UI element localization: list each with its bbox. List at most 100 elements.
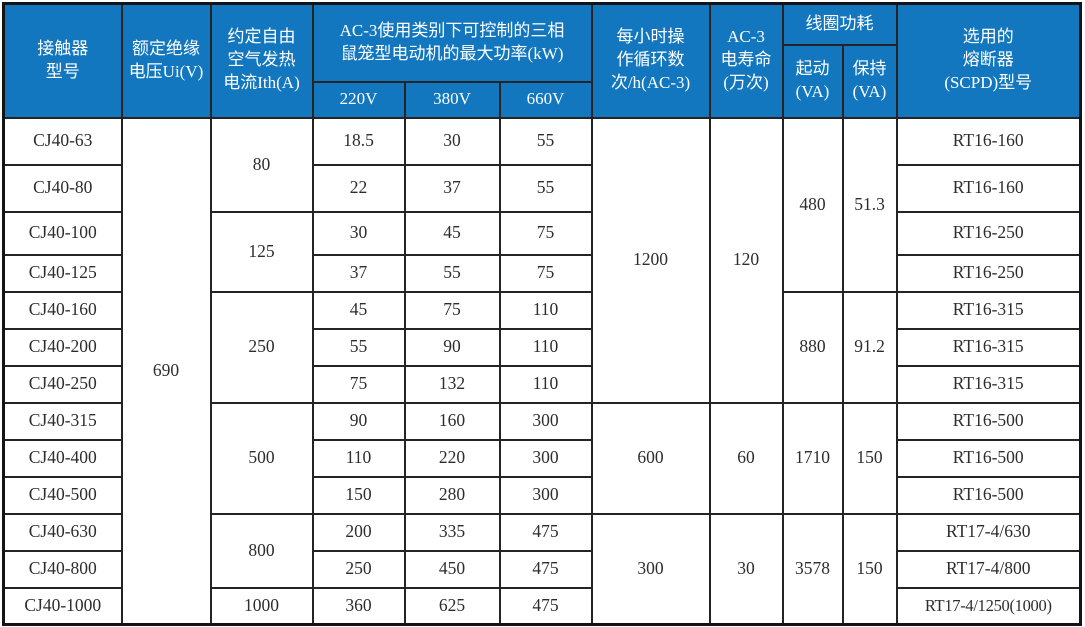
cell-fuse: RT16-315 [895, 290, 1082, 330]
cell-power-220: 75 [311, 364, 406, 404]
header-voltage-220: 220V [311, 80, 406, 119]
header-coil-hold: 保持 (VA) [841, 43, 898, 119]
cell-power-380: 45 [403, 210, 501, 256]
cell-model: CJ40-250 [2, 364, 123, 404]
cell-power-660: 110 [498, 290, 593, 330]
cell-ops-cycles: 300 [590, 512, 711, 626]
cell-power-660: 55 [498, 116, 593, 166]
cell-model: CJ40-80 [2, 163, 123, 213]
cell-model: CJ40-125 [2, 253, 123, 293]
header-electrical-life: AC-3 电寿命 (万次) [708, 2, 784, 119]
cell-model: CJ40-63 [2, 116, 123, 166]
table-row: CJ40-630 800 200 335 475 300 30 3578 150… [2, 512, 1082, 626]
cell-coil-start: 880 [781, 290, 844, 404]
cell-coil-hold: 150 [841, 401, 898, 515]
cell-power-660: 475 [498, 512, 593, 552]
cell-fuse: RT16-250 [895, 253, 1082, 293]
cell-power-380: 30 [403, 116, 501, 166]
cell-thermal-current: 1000 [209, 586, 314, 626]
header-fuse-type: 选用的 熔断器 (SCPD)型号 [895, 2, 1082, 119]
cell-fuse: RT17-4/1250(1000) [895, 586, 1082, 626]
table-row: CJ40-800 250 450 475 RT17-4/800 [2, 549, 1082, 589]
cell-fuse: RT16-160 [895, 163, 1082, 213]
cell-power-380: 335 [403, 512, 501, 552]
cell-power-220: 45 [311, 290, 406, 330]
cell-power-380: 220 [403, 438, 501, 478]
cell-coil-start: 3578 [781, 512, 844, 626]
cell-power-380: 132 [403, 364, 501, 404]
cell-thermal-current: 800 [209, 512, 314, 589]
cell-power-220: 18.5 [311, 116, 406, 166]
cell-coil-start: 1710 [781, 401, 844, 515]
header-rated-insulation-voltage: 额定绝缘 电压Ui(V) [120, 2, 212, 119]
table-row: CJ40-100 125 30 45 75 RT16-250 [2, 210, 1082, 293]
table-row: CJ40-315 500 90 160 300 600 60 1710 150 … [2, 401, 1082, 515]
cell-power-380: 280 [403, 475, 501, 515]
cell-power-220: 30 [311, 210, 406, 256]
table-row: 起动 (VA) 保持 (VA) [4, 43, 1081, 119]
cell-thermal-current: 125 [209, 210, 314, 293]
table-row: CJ40-200 55 90 110 RT16-315 [2, 327, 1082, 367]
cell-model: CJ40-100 [2, 210, 123, 256]
cell-power-660: 110 [498, 327, 593, 367]
cell-power-220: 110 [311, 438, 406, 478]
cell-electrical-life: 60 [708, 401, 784, 515]
table-row: CJ40-500 150 280 300 RT16-500 [2, 475, 1082, 515]
cell-fuse: RT16-315 [895, 364, 1082, 404]
table-row: CJ40-125 37 55 75 RT16-250 [2, 253, 1082, 293]
cell-model: CJ40-500 [2, 475, 123, 515]
header-thermal-current: 约定自由 空气发热 电流Ith(A) [209, 2, 314, 119]
cell-power-220: 22 [311, 163, 406, 213]
header-voltage-660: 660V [498, 80, 593, 119]
header-contactor-model: 接触器 型号 [2, 2, 123, 119]
cell-power-660: 300 [498, 438, 593, 478]
cell-thermal-current: 500 [209, 401, 314, 515]
cell-ops-cycles: 1200 [590, 116, 711, 404]
cell-power-220: 200 [311, 512, 406, 552]
cell-power-220: 250 [311, 549, 406, 589]
table-row: CJ40-80 22 37 55 RT16-160 [2, 163, 1082, 213]
cell-fuse: RT16-500 [895, 401, 1082, 441]
table-body: CJ40-63 690 80 18.5 30 55 1200 120 480 5… [2, 116, 1082, 626]
cell-power-380: 90 [403, 327, 501, 367]
cell-power-380: 75 [403, 290, 501, 330]
cell-power-660: 475 [498, 586, 593, 626]
cell-coil-start: 480 [781, 116, 844, 293]
header-ac3-max-power-group: AC-3使用类别下可控制的三相 鼠笼型电动机的最大功率(kW) [311, 2, 593, 83]
cell-model: CJ40-1000 [2, 586, 123, 626]
cell-fuse: RT16-500 [895, 475, 1082, 515]
cell-electrical-life: 120 [708, 116, 784, 404]
cell-power-660: 300 [498, 475, 593, 515]
table-row: CJ40-160 250 45 75 110 880 91.2 RT16-315 [2, 290, 1082, 404]
cell-thermal-current: 80 [209, 116, 314, 213]
table-row: 接触器 型号 额定绝缘 电压Ui(V) 约定自由 空气发热 电流Ith(A) A… [2, 2, 1082, 119]
table-row: CJ40-250 75 132 110 RT16-315 [2, 364, 1082, 404]
cell-power-660: 75 [498, 210, 593, 256]
table-row: 220V 380V 660V [4, 80, 1081, 119]
cell-fuse: RT17-4/630 [895, 512, 1082, 552]
cell-power-220: 90 [311, 401, 406, 441]
cell-power-660: 55 [498, 163, 593, 213]
cell-model: CJ40-400 [2, 438, 123, 478]
cell-power-220: 360 [311, 586, 406, 626]
cell-fuse: RT16-160 [895, 116, 1082, 166]
cell-model: CJ40-800 [2, 549, 123, 589]
cell-power-380: 55 [403, 253, 501, 293]
header-coil-power-group: 线圈功耗 [781, 2, 898, 46]
cell-fuse: RT16-250 [895, 210, 1082, 256]
cell-thermal-current: 250 [209, 290, 314, 404]
cell-ops-cycles: 600 [590, 401, 711, 515]
cell-power-660: 75 [498, 253, 593, 293]
cell-model: CJ40-315 [2, 401, 123, 441]
cell-electrical-life: 30 [708, 512, 784, 626]
header-coil-start: 起动 (VA) [781, 43, 844, 119]
header-voltage-380: 380V [403, 80, 501, 119]
cell-coil-hold: 91.2 [841, 290, 898, 404]
cell-fuse: RT16-315 [895, 327, 1082, 367]
cell-coil-hold: 51.3 [841, 116, 898, 293]
cell-power-380: 625 [403, 586, 501, 626]
cell-coil-hold: 150 [841, 512, 898, 626]
cell-model: CJ40-160 [2, 290, 123, 330]
cell-power-660: 300 [498, 401, 593, 441]
cell-model: CJ40-200 [2, 327, 123, 367]
